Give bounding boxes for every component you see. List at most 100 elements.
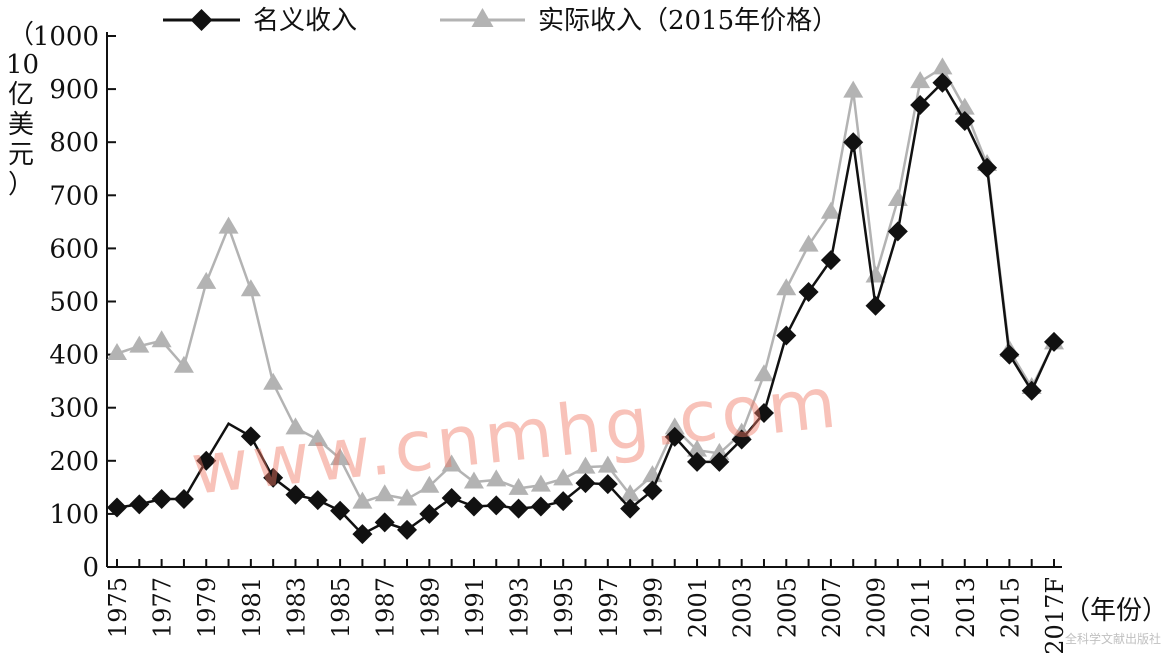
data-point bbox=[798, 281, 819, 302]
legend-label: 实际收入（2015年价格） bbox=[538, 6, 838, 36]
data-point bbox=[463, 471, 484, 489]
data-point bbox=[999, 344, 1020, 365]
data-point bbox=[307, 429, 328, 447]
data-point bbox=[553, 468, 574, 486]
y-axis-label: （10 亿美元） bbox=[6, 20, 40, 200]
data-point bbox=[285, 417, 306, 435]
data-point bbox=[843, 132, 864, 153]
data-point bbox=[374, 512, 395, 533]
legend-item-nominal: 名义收入 bbox=[163, 6, 357, 36]
data-point bbox=[307, 490, 328, 511]
legend-label: 名义收入 bbox=[253, 6, 357, 36]
x-tick-label: 2003 bbox=[729, 577, 757, 638]
data-point bbox=[620, 484, 641, 502]
x-tick-label: 1977 bbox=[149, 577, 177, 638]
data-point bbox=[597, 455, 618, 473]
y-tick-label: 100 bbox=[49, 500, 99, 530]
data-point bbox=[753, 364, 774, 382]
data-point bbox=[441, 487, 462, 508]
data-point bbox=[419, 475, 440, 493]
data-point bbox=[798, 234, 819, 252]
x-tick-label: 2017F bbox=[1041, 577, 1069, 653]
publisher-mark: 全科学文献出版社 bbox=[1064, 632, 1161, 646]
data-point bbox=[687, 451, 708, 472]
data-point bbox=[1021, 380, 1042, 401]
y-tick-label: 0 bbox=[82, 553, 99, 583]
data-point bbox=[196, 450, 217, 471]
data-point bbox=[910, 95, 931, 116]
data-point bbox=[263, 372, 284, 390]
data-point bbox=[107, 342, 127, 360]
data-point bbox=[419, 503, 440, 524]
x-tick-label: 1983 bbox=[282, 577, 310, 638]
data-point bbox=[954, 110, 975, 131]
data-point bbox=[173, 489, 194, 510]
data-point bbox=[530, 496, 551, 517]
x-tick-label: 2015 bbox=[996, 577, 1024, 638]
chart-legend: 名义收入 实际收入（2015年价格） bbox=[163, 6, 838, 36]
y-tick-label: 800 bbox=[49, 128, 99, 158]
y-tick-label: 200 bbox=[49, 447, 99, 477]
x-tick-label: 1993 bbox=[506, 577, 534, 638]
x-axis-label: （年份） bbox=[1064, 596, 1169, 626]
data-point bbox=[977, 157, 998, 178]
data-point bbox=[151, 330, 172, 348]
x-tick-label: 2005 bbox=[773, 577, 801, 638]
data-point bbox=[151, 489, 172, 510]
data-point bbox=[441, 454, 462, 472]
x-tick-label: 2011 bbox=[907, 577, 935, 638]
data-point bbox=[664, 417, 685, 435]
data-point bbox=[731, 429, 752, 450]
data-point bbox=[687, 439, 708, 457]
data-point bbox=[932, 57, 953, 75]
y-tick-label: 1000 bbox=[33, 22, 99, 52]
y-tick-label: 300 bbox=[49, 394, 99, 424]
data-point bbox=[397, 519, 418, 540]
x-tick-label: 1999 bbox=[639, 577, 667, 638]
data-point bbox=[374, 484, 395, 502]
x-tick-label: 1981 bbox=[238, 577, 266, 638]
data-point bbox=[1044, 331, 1064, 352]
x-tick-label: 2007 bbox=[818, 577, 846, 638]
data-point bbox=[352, 491, 373, 509]
data-point bbox=[709, 451, 730, 472]
y-tick-label: 700 bbox=[49, 181, 99, 211]
data-point bbox=[620, 498, 641, 519]
data-point bbox=[240, 279, 261, 297]
x-tick-label: 1975 bbox=[104, 577, 132, 638]
data-point bbox=[597, 474, 618, 495]
x-tick-label: 2013 bbox=[952, 577, 980, 638]
data-point bbox=[553, 491, 574, 512]
data-point bbox=[664, 426, 685, 447]
data-point bbox=[486, 495, 507, 516]
data-point bbox=[330, 448, 351, 466]
x-tick-label: 1995 bbox=[550, 577, 578, 638]
data-point bbox=[196, 271, 217, 289]
x-tick-label: 2009 bbox=[863, 577, 891, 638]
data-point bbox=[486, 469, 507, 487]
data-point bbox=[508, 477, 529, 495]
data-point bbox=[887, 221, 908, 242]
data-point bbox=[753, 403, 774, 424]
x-tick-label: 1985 bbox=[327, 577, 355, 638]
data-point bbox=[352, 524, 373, 545]
y-tick-label: 400 bbox=[49, 341, 99, 371]
data-point bbox=[575, 456, 596, 474]
data-point bbox=[932, 72, 953, 93]
data-point bbox=[107, 497, 127, 518]
data-point bbox=[240, 426, 261, 447]
data-point bbox=[330, 500, 351, 521]
x-tick-label: 2001 bbox=[684, 577, 712, 638]
x-tick-label: 1979 bbox=[193, 577, 221, 638]
data-point bbox=[463, 496, 484, 517]
legend-item-real: 实际收入（2015年价格） bbox=[440, 6, 838, 36]
data-point bbox=[530, 474, 551, 492]
y-tick-label: 900 bbox=[49, 75, 99, 105]
data-point bbox=[865, 295, 886, 316]
data-point bbox=[263, 467, 284, 488]
data-point bbox=[776, 278, 797, 296]
data-point bbox=[843, 80, 864, 98]
y-tick-label: 500 bbox=[49, 288, 99, 318]
data-point bbox=[397, 488, 418, 506]
